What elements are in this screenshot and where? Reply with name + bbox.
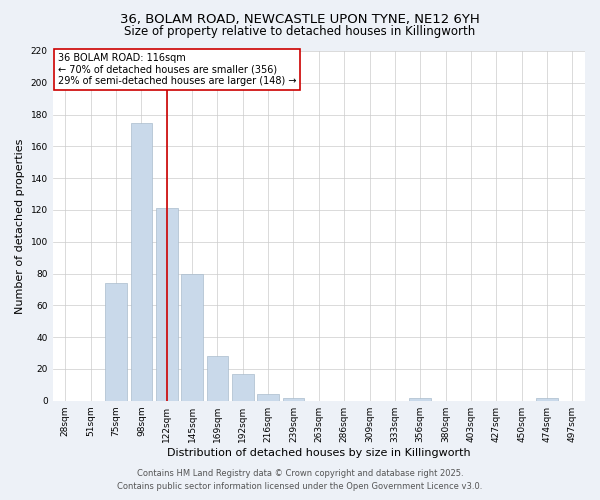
Bar	[257, 394, 279, 400]
Text: Contains HM Land Registry data © Crown copyright and database right 2025.
Contai: Contains HM Land Registry data © Crown c…	[118, 470, 482, 491]
Bar	[181, 274, 203, 400]
Bar	[232, 374, 254, 400]
Text: 36, BOLAM ROAD, NEWCASTLE UPON TYNE, NE12 6YH: 36, BOLAM ROAD, NEWCASTLE UPON TYNE, NE1…	[120, 12, 480, 26]
Y-axis label: Number of detached properties: Number of detached properties	[15, 138, 25, 314]
Text: 36 BOLAM ROAD: 116sqm
← 70% of detached houses are smaller (356)
29% of semi-det: 36 BOLAM ROAD: 116sqm ← 70% of detached …	[58, 52, 296, 86]
Bar	[105, 283, 127, 401]
Bar	[536, 398, 558, 400]
Bar	[206, 356, 228, 401]
Bar	[409, 398, 431, 400]
Bar	[283, 398, 304, 400]
Text: Size of property relative to detached houses in Killingworth: Size of property relative to detached ho…	[124, 25, 476, 38]
Bar	[156, 208, 178, 400]
Bar	[131, 122, 152, 400]
X-axis label: Distribution of detached houses by size in Killingworth: Distribution of detached houses by size …	[167, 448, 470, 458]
